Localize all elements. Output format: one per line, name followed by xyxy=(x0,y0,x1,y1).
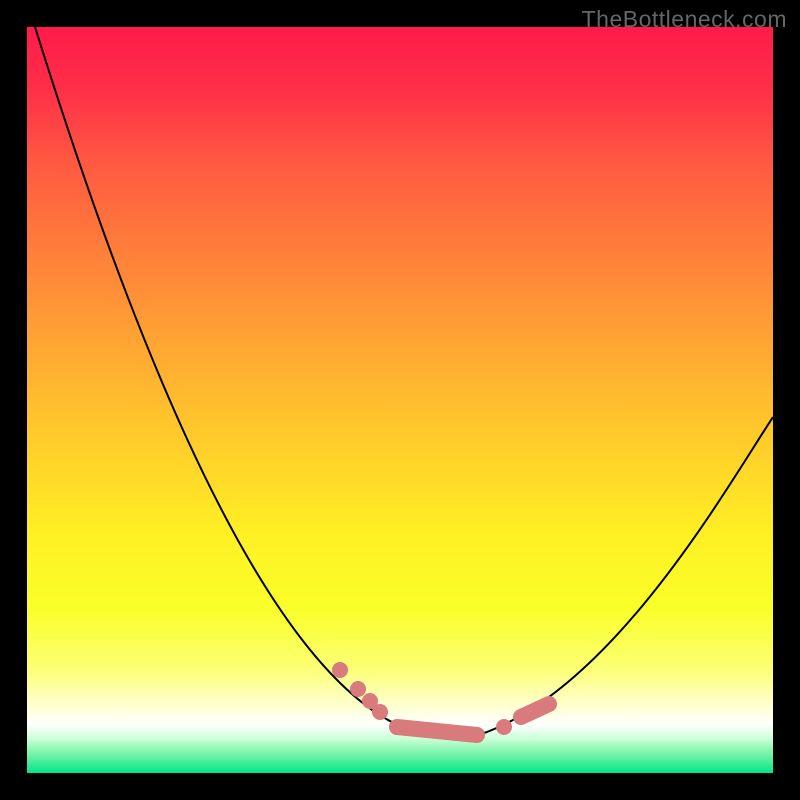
marker-capsule-6 xyxy=(521,704,549,717)
bottleneck-curve-0 xyxy=(35,27,773,737)
watermark-text: TheBottleneck.com xyxy=(582,6,787,33)
marker-dot-5 xyxy=(496,719,512,735)
curve-layer xyxy=(27,27,773,773)
marker-dot-0 xyxy=(332,662,348,678)
marker-capsule-4 xyxy=(397,727,477,735)
marker-dot-3 xyxy=(372,704,388,720)
chart-container: TheBottleneck.com xyxy=(0,0,800,800)
marker-dot-1 xyxy=(350,681,366,697)
plot-area xyxy=(27,27,773,773)
